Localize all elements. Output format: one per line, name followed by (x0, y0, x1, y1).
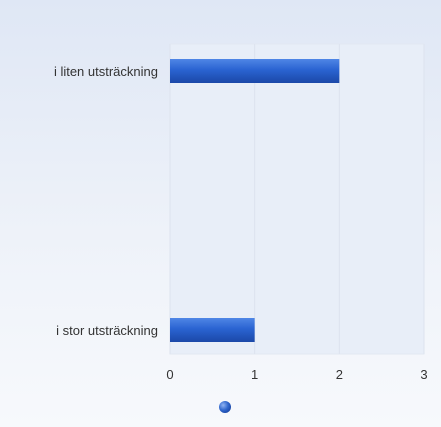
x-tick-label-0: 0 (166, 367, 173, 382)
bar-0[interactable] (170, 59, 340, 83)
legend-marker[interactable] (219, 401, 231, 413)
bar-1[interactable] (170, 318, 255, 342)
plot-area (169, 43, 425, 355)
category-label-0: i liten utsträckning (54, 64, 158, 79)
category-label-1: i stor utsträckning (56, 323, 158, 338)
x-tick-label-1: 1 (251, 367, 258, 382)
x-tick-label-3: 3 (420, 367, 427, 382)
x-tick-label-2: 2 (336, 367, 343, 382)
